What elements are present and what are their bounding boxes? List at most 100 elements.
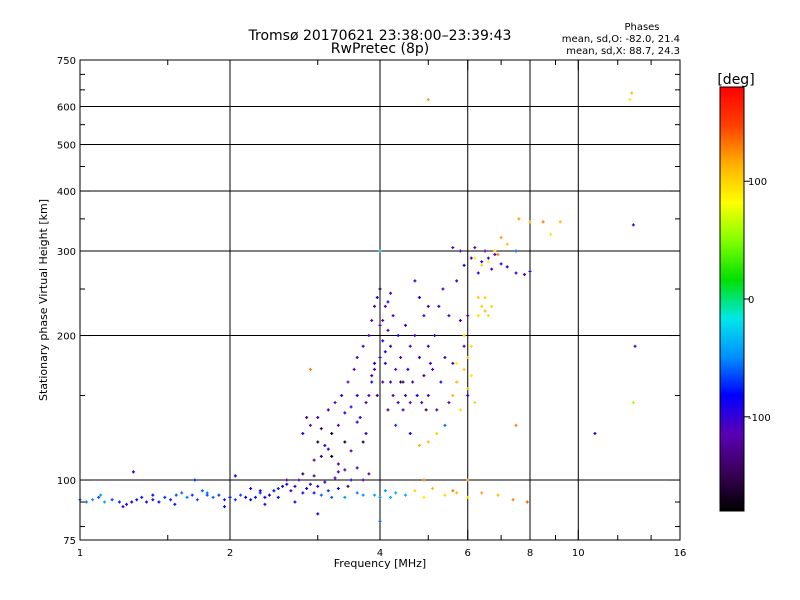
data-point — [499, 262, 503, 266]
data-point — [373, 361, 377, 365]
data-point — [469, 256, 473, 260]
data-point — [486, 314, 490, 318]
phases-x-stats: mean, sd,X: 88.7, 24.3 — [566, 46, 680, 57]
data-point — [396, 334, 400, 338]
data-point — [383, 304, 387, 308]
data-point — [378, 355, 382, 359]
data-point — [258, 489, 262, 493]
data-point — [462, 344, 466, 348]
data-point — [422, 495, 426, 499]
data-point — [336, 470, 340, 474]
data-point — [394, 423, 398, 427]
data-point — [370, 380, 374, 384]
data-point — [451, 361, 455, 365]
data-point — [349, 449, 353, 453]
data-point — [373, 367, 377, 371]
data-point — [424, 408, 428, 412]
data-point — [326, 489, 330, 493]
data-point — [211, 495, 215, 499]
y-tick-label: 600 — [57, 103, 76, 114]
data-point — [297, 478, 301, 482]
data-point — [135, 498, 139, 502]
x-axis-label: Frequency [MHz] — [334, 557, 426, 570]
data-point — [451, 489, 455, 493]
data-point — [336, 487, 340, 491]
data-point — [455, 361, 459, 365]
data-point — [361, 440, 365, 444]
data-point — [305, 487, 309, 491]
data-point — [391, 394, 395, 398]
chart-subtitle: RwPretec (8p) — [331, 41, 429, 57]
data-point — [383, 350, 387, 354]
data-point — [473, 401, 477, 405]
data-point — [441, 287, 445, 291]
y-tick-label: 400 — [57, 187, 76, 198]
data-point — [483, 296, 487, 300]
data-points — [78, 91, 637, 523]
data-point — [431, 367, 435, 371]
data-point — [312, 458, 316, 462]
data-point — [437, 304, 441, 308]
data-point — [151, 493, 155, 497]
data-point — [91, 498, 95, 502]
data-point — [499, 236, 503, 240]
data-point — [528, 269, 532, 273]
data-point — [443, 355, 447, 359]
data-point — [190, 493, 194, 497]
data-point — [301, 472, 305, 476]
data-point — [253, 495, 257, 499]
data-point — [511, 498, 515, 502]
data-point — [378, 519, 382, 523]
data-point — [435, 432, 439, 436]
data-point — [125, 502, 129, 506]
data-point — [476, 296, 480, 300]
data-point — [455, 380, 459, 384]
y-tick-label: 200 — [57, 332, 76, 343]
data-point — [103, 500, 107, 504]
data-point — [480, 491, 484, 495]
data-point — [343, 411, 347, 415]
data-point — [413, 334, 417, 338]
data-point — [301, 491, 305, 495]
data-point — [469, 374, 473, 378]
data-point — [293, 500, 297, 504]
data-point — [358, 415, 362, 419]
data-point — [355, 491, 359, 495]
data-point — [523, 273, 527, 277]
data-point — [381, 318, 385, 322]
data-point — [458, 408, 462, 412]
data-point — [496, 493, 500, 497]
data-point — [549, 232, 553, 236]
colorbar-label: [deg] — [717, 72, 754, 88]
data-point — [389, 291, 393, 295]
data-point — [355, 420, 359, 424]
data-point — [466, 314, 470, 318]
data-point — [396, 401, 400, 405]
data-point — [391, 314, 395, 318]
data-point — [323, 444, 327, 448]
y-tick-labels: 75 100 200 300 400 500 600 750 — [57, 56, 76, 547]
data-point — [173, 502, 177, 506]
data-point — [413, 279, 417, 283]
data-point — [408, 401, 412, 405]
phases-o-stats: mean, sd,O: -82.0, 21.4 — [562, 34, 680, 45]
data-point — [383, 361, 387, 365]
data-point — [157, 500, 161, 504]
x-tick-label: 1 — [77, 548, 83, 559]
colorbar — [719, 86, 745, 512]
data-point — [326, 447, 330, 451]
data-point — [276, 487, 280, 491]
data-point — [381, 380, 385, 384]
data-point — [411, 380, 415, 384]
data-point — [249, 487, 253, 491]
data-point — [308, 367, 312, 371]
y-tick-label: 100 — [57, 476, 76, 487]
data-point — [422, 478, 426, 482]
data-point — [272, 489, 276, 493]
y-tick-label: 750 — [57, 56, 76, 67]
data-point — [422, 374, 426, 378]
data-point — [480, 304, 484, 308]
data-point — [378, 495, 382, 499]
data-point — [631, 401, 635, 405]
data-point — [312, 474, 316, 478]
